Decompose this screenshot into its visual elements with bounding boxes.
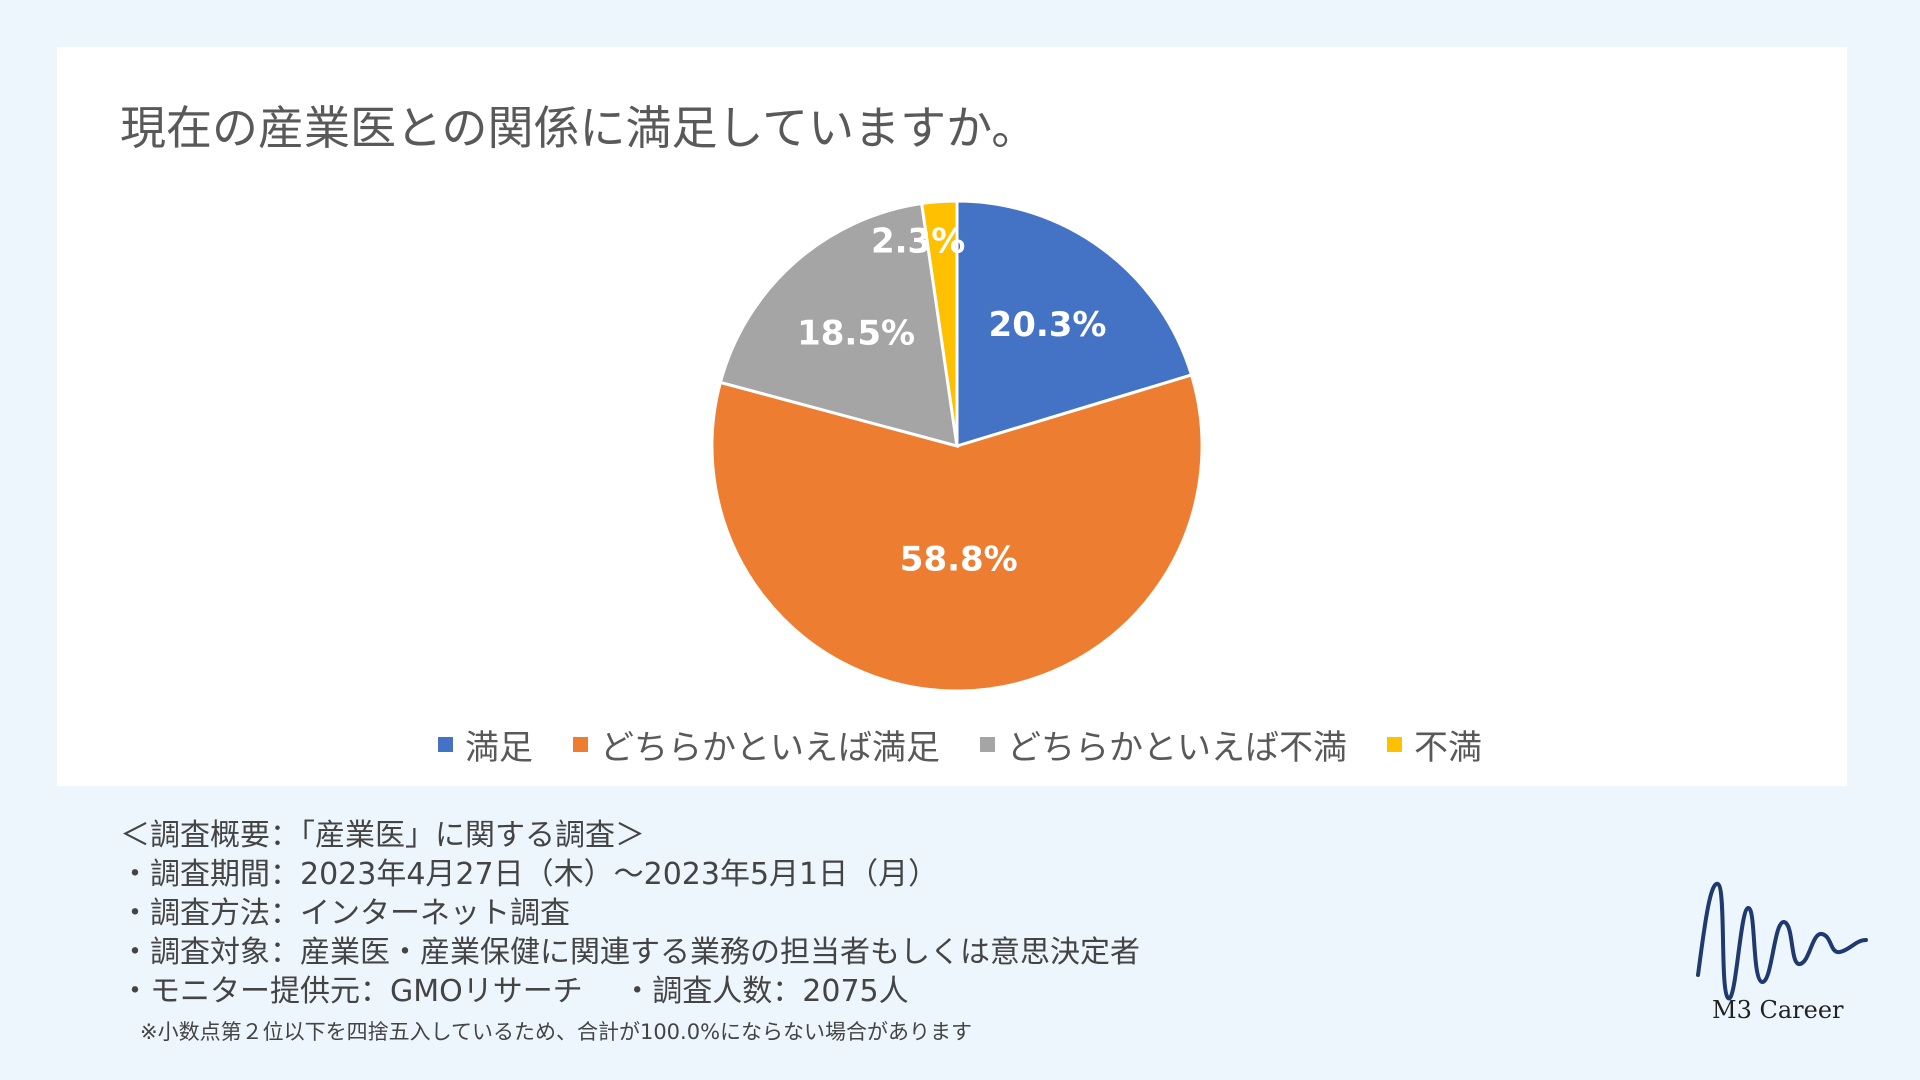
data-label-somewhat-satisfied: 58.8% bbox=[900, 540, 1018, 580]
brand-name: M3 Career bbox=[1712, 996, 1844, 1024]
survey-target: ・調査対象：産業医・産業保健に関連する業務の担当者もしくは意思決定者 bbox=[120, 935, 1140, 970]
chart-title: 現在の産業医との関係に満足していますか。 bbox=[120, 101, 1038, 155]
data-label-somewhat-dissatisfied: 18.5% bbox=[797, 313, 915, 353]
legend-swatch bbox=[980, 737, 995, 752]
pie-slice-satisfied bbox=[955, 199, 1194, 449]
legend-swatch bbox=[573, 737, 588, 752]
legend-swatch bbox=[438, 737, 453, 752]
pie-slice-dissatisfied bbox=[919, 199, 959, 447]
data-label-satisfied: 20.3% bbox=[989, 305, 1107, 345]
rounding-footnote: ※小数点第２位以下を四捨五入しているため、合計が100.0%にならない場合があり… bbox=[140, 1020, 973, 1044]
pie-slice-somewhat-dissatisfied bbox=[718, 201, 959, 449]
survey-overview: ＜調査概要：「産業医」に関する調査＞ ・調査期間：2023年4月27日（木）〜2… bbox=[120, 816, 1140, 1011]
legend-item-somewhat-dissatisfied: どちらかといえば不満 bbox=[980, 720, 1347, 769]
legend-label: 不満 bbox=[1414, 728, 1482, 768]
survey-method: ・調査方法：インターネット調査 bbox=[120, 896, 570, 931]
legend-swatch bbox=[1387, 737, 1402, 752]
survey-heading: ＜調査概要：「産業医」に関する調査＞ bbox=[120, 818, 645, 853]
survey-period: ・調査期間：2023年4月27日（木）〜2023年5月1日（月） bbox=[120, 857, 939, 892]
legend-label: 満足 bbox=[465, 728, 533, 768]
legend-label: どちらかといえば満足 bbox=[600, 728, 940, 768]
data-label-dissatisfied: 2.3% bbox=[871, 222, 965, 262]
wave-signature-logo-icon bbox=[1696, 881, 1868, 1001]
legend-item-satisfied: 満足 bbox=[438, 720, 533, 769]
legend-item-dissatisfied: 不満 bbox=[1387, 720, 1482, 769]
chart-legend: 満足 どちらかといえば満足 どちらかといえば不満 不満 bbox=[0, 720, 1920, 769]
pie-slice-somewhat-satisfied bbox=[710, 373, 1204, 693]
legend-item-somewhat-satisfied: どちらかといえば満足 bbox=[573, 720, 940, 769]
survey-provider: ・モニター提供元：GMOリサーチ ・調査人数：2075人 bbox=[120, 974, 909, 1009]
legend-label: どちらかといえば不満 bbox=[1007, 728, 1347, 768]
